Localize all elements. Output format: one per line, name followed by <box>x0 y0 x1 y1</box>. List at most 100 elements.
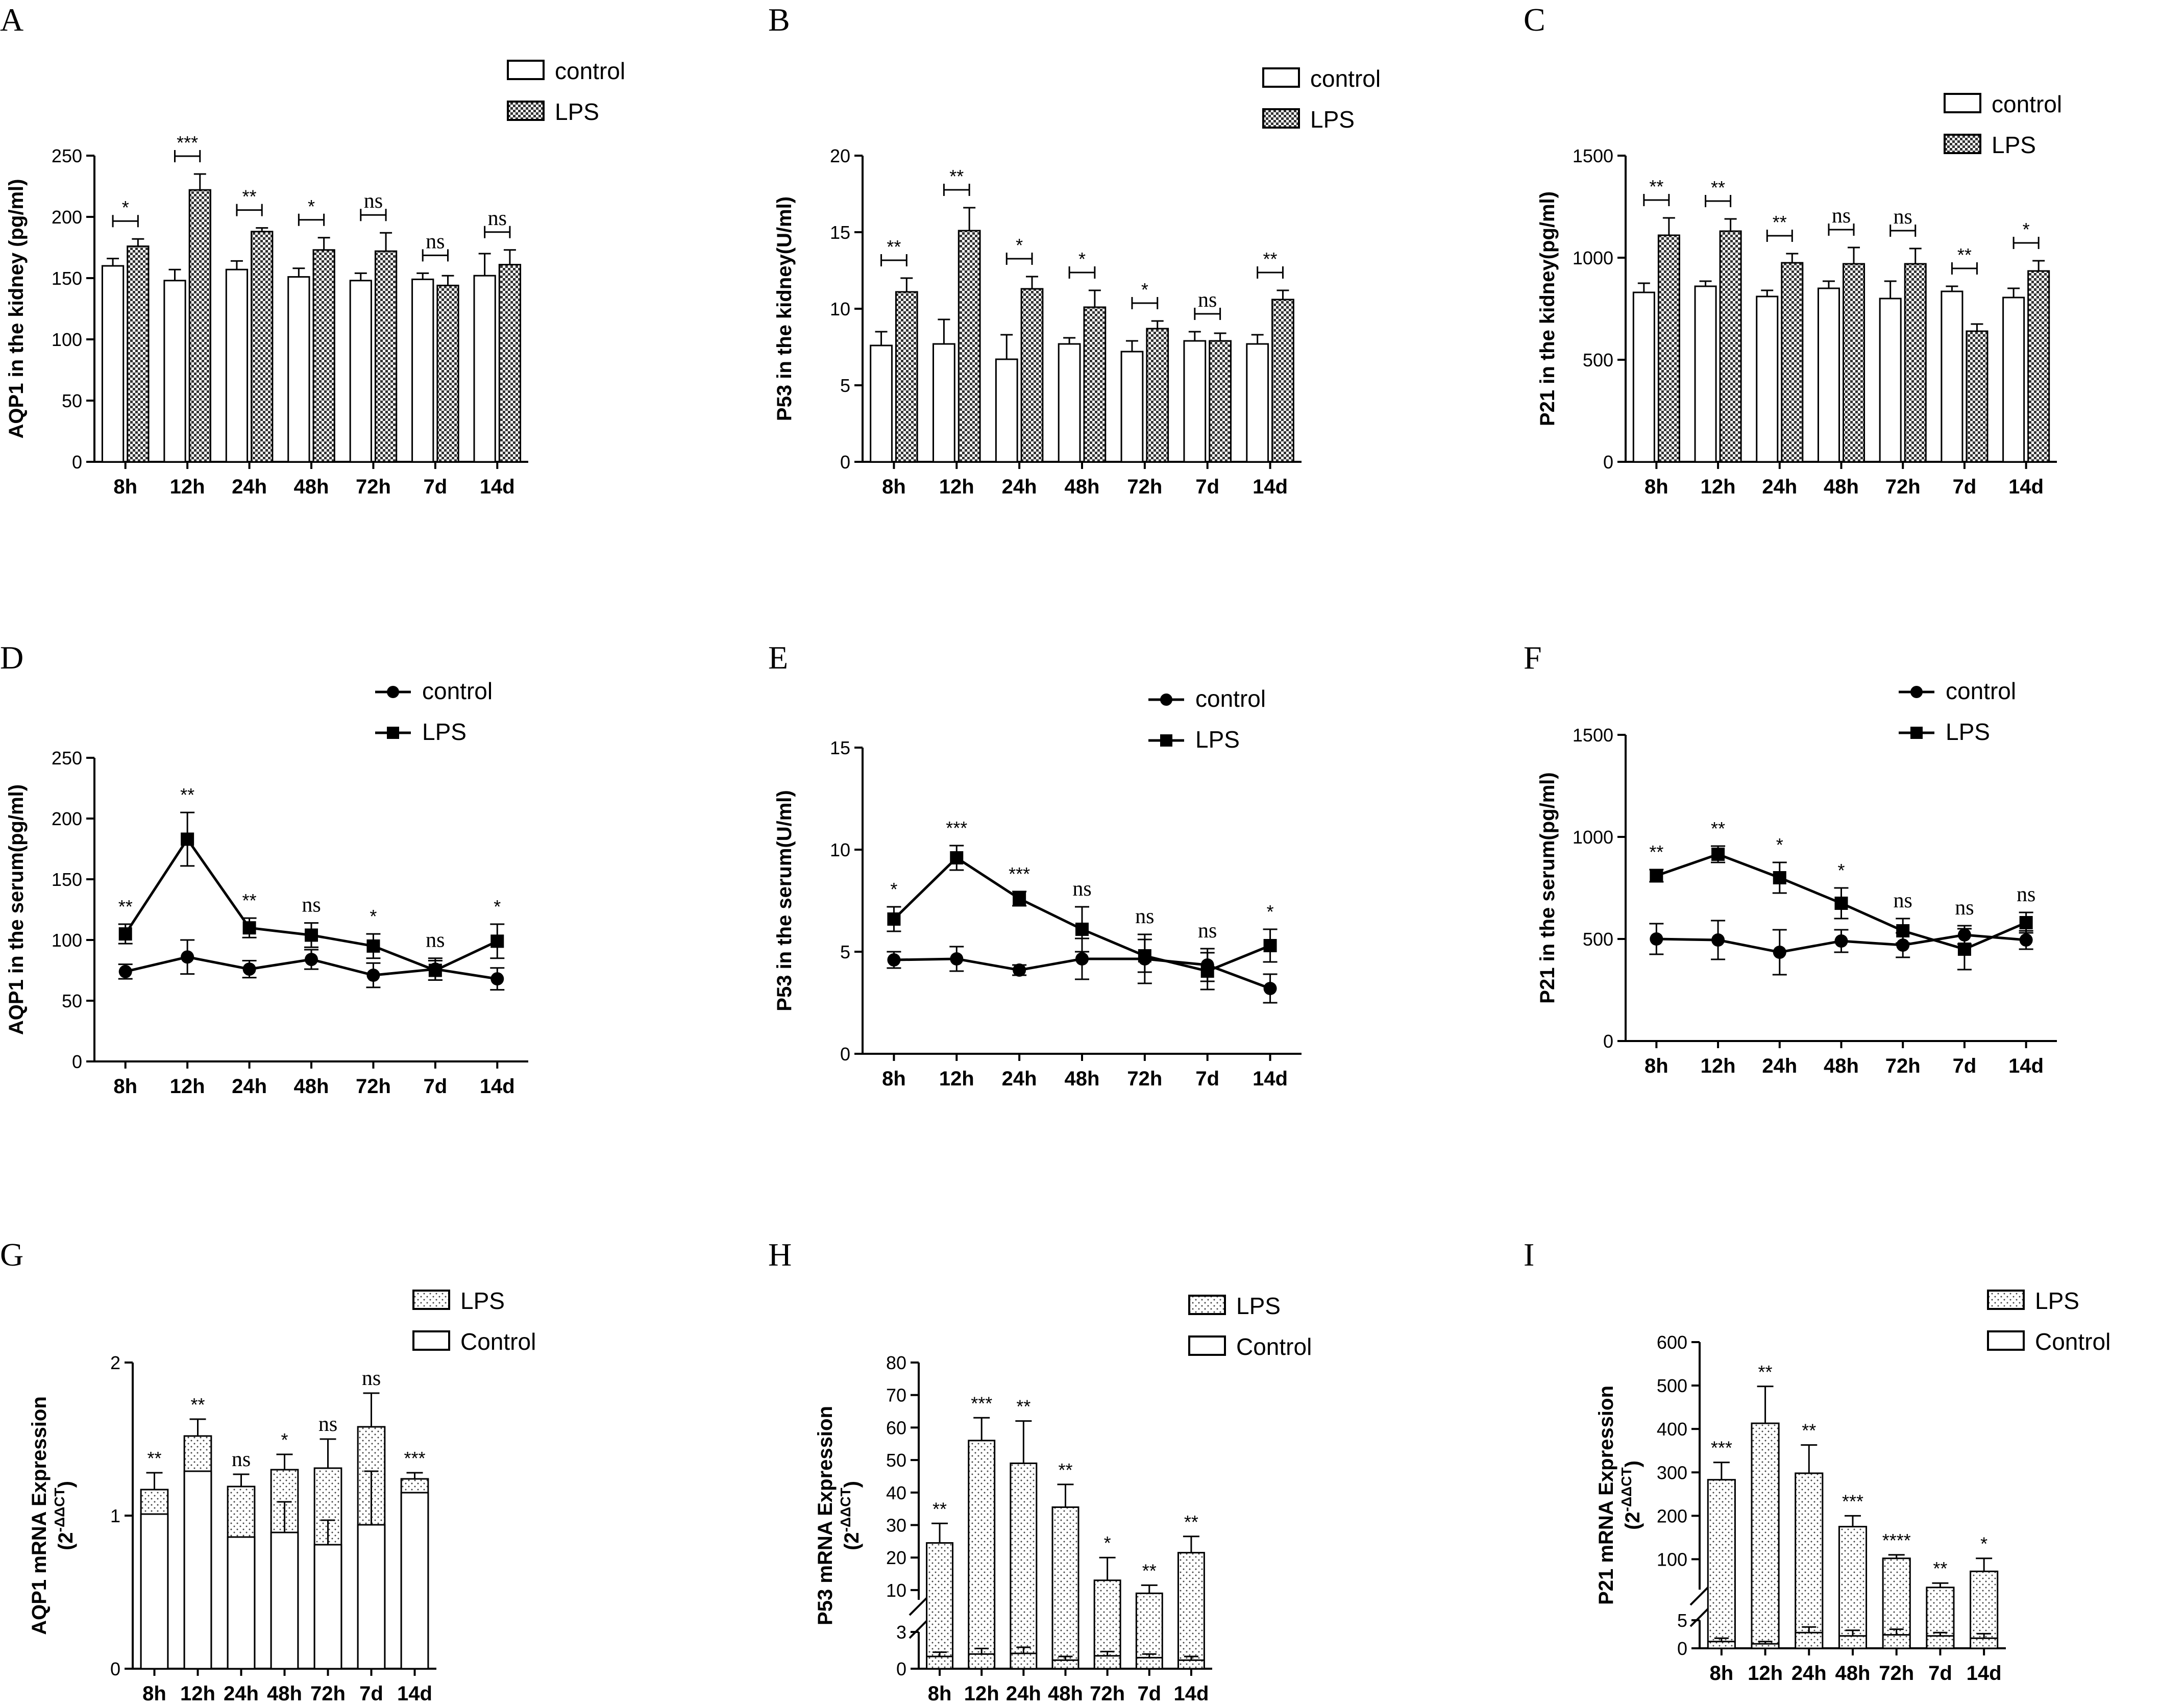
x-tick-label: 48h <box>267 1682 302 1705</box>
significance-label: ns <box>1198 288 1217 312</box>
axis-break-mark <box>1689 1586 1710 1606</box>
x-tick-label: 14d <box>480 1075 515 1098</box>
x-tick-label: 7d <box>1928 1662 1952 1685</box>
series-control <box>870 318 1269 463</box>
legend-label: control <box>1946 678 2016 704</box>
legend-label: LPS <box>1195 726 1240 753</box>
data-point <box>490 934 504 948</box>
units-exponent: -ΔΔCT <box>52 1488 67 1532</box>
x-tick-label: 48h <box>294 476 329 498</box>
legend-label: LPS <box>422 719 467 745</box>
y-tick-label: 3 <box>896 1622 906 1643</box>
significance-label: *** <box>971 1393 992 1414</box>
x-tick-label: 72h <box>1127 476 1162 498</box>
x-tick-label: 24h <box>232 476 267 498</box>
significance-label: ** <box>180 784 194 805</box>
panel-label: F <box>1524 639 1542 676</box>
bar <box>357 1524 386 1670</box>
units-base: (2 <box>55 1532 77 1550</box>
significance-bracket <box>236 204 263 216</box>
bar <box>1707 1479 1736 1649</box>
x-tick-label: 8h <box>113 1075 137 1098</box>
panel-h: H 0 3 10 20 30 40 50 60 70 80 8h 12h 24h 48h 72h 7d 14d P5… <box>768 1236 1312 1705</box>
x-tick-label: 24h <box>1006 1682 1041 1705</box>
y-tick-label: 400 <box>1657 1419 1687 1440</box>
significance-label: * <box>2023 219 2030 240</box>
y-tick-label: 0 <box>72 452 82 473</box>
significance-label: * <box>1141 279 1148 300</box>
legend-label: control <box>1310 65 1381 92</box>
data-point <box>1650 932 1663 946</box>
data-point <box>305 928 318 942</box>
y-tick-label: 50 <box>62 390 82 411</box>
y-tick-label: 200 <box>52 207 82 228</box>
significance-label: ns <box>318 1413 337 1436</box>
bar <box>1135 1592 1163 1670</box>
bar <box>1879 298 1902 463</box>
bar <box>436 284 459 463</box>
bar <box>1146 328 1169 463</box>
bar <box>1020 288 1044 463</box>
panel-label: H <box>768 1236 792 1273</box>
y-tick-label: 80 <box>886 1352 906 1373</box>
data-point <box>428 963 442 977</box>
bar <box>932 343 955 463</box>
bar <box>312 249 335 463</box>
y-tick-label: 500 <box>1583 350 1613 370</box>
x-tick-label: 72h <box>1885 476 1921 498</box>
legend-swatch <box>1987 1330 2025 1351</box>
bar <box>1209 340 1232 463</box>
bar <box>958 230 981 463</box>
legend-marker-circle <box>1910 686 1923 698</box>
bar <box>251 231 274 463</box>
series-control <box>140 1470 429 1670</box>
data-point <box>1896 924 1910 937</box>
x-tick-label: 72h <box>1885 1055 1921 1077</box>
bar <box>1941 290 1963 463</box>
x-tick-label: 12h <box>939 1068 974 1090</box>
x-tick-label: 48h <box>1835 1662 1871 1685</box>
significance-label: * <box>1267 901 1274 922</box>
significance-label: ** <box>242 186 257 207</box>
bar <box>188 189 211 463</box>
bar <box>400 1492 429 1670</box>
significance-label: * <box>1104 1532 1111 1553</box>
legend-label: Control <box>1236 1333 1312 1360</box>
y-tick-label: 5 <box>840 942 850 962</box>
series-control <box>1649 920 2033 976</box>
legend-label: LPS <box>1310 106 1355 133</box>
bar <box>1781 262 1804 463</box>
data-point <box>2019 933 2033 947</box>
data-point <box>1075 952 1089 966</box>
x-tick-label: 7d <box>1953 1055 1977 1077</box>
significance-label: ** <box>1263 249 1278 269</box>
x-tick-label: 12h <box>1748 1662 1783 1685</box>
significance-label: *** <box>1009 863 1030 884</box>
significance-label: ns <box>1832 204 1851 228</box>
legend-label: LPS <box>1992 132 2036 158</box>
x-tick-label: 14d <box>1173 1682 1209 1705</box>
x-tick-label: 72h <box>356 476 391 498</box>
panel-c: C 0 500 1000 1500 8h 12h 24h 48h 72h 7d 14d P21 in t… <box>1524 2 2062 498</box>
x-tick-label: 24h <box>1002 1068 1037 1090</box>
y-tick-label: 20 <box>886 1547 906 1568</box>
bar <box>1904 263 1927 463</box>
series-control <box>118 939 505 991</box>
x-tick-label: 8h <box>882 1068 906 1090</box>
bar <box>270 1531 299 1670</box>
legend-label: LPS <box>460 1288 505 1314</box>
x-tick-label: 24h <box>1002 476 1037 498</box>
data-point <box>1773 946 1786 959</box>
x-tick-label: 8h <box>142 1682 166 1705</box>
y-axis-title: P53 in the kidney(U/ml) <box>773 196 796 421</box>
significance-label: ns <box>1072 877 1091 901</box>
significance-bracket <box>422 249 449 262</box>
y-axis-title: AQP1 mRNA Expression <box>28 1396 51 1635</box>
panel-label: I <box>1524 1236 1534 1273</box>
data-point <box>1773 871 1786 884</box>
data-point <box>1263 982 1277 995</box>
y-tick-label: 500 <box>1583 929 1613 950</box>
x-tick-label: 14d <box>480 476 515 498</box>
y-tick-label: 5 <box>840 375 850 396</box>
bar <box>1795 1472 1824 1649</box>
